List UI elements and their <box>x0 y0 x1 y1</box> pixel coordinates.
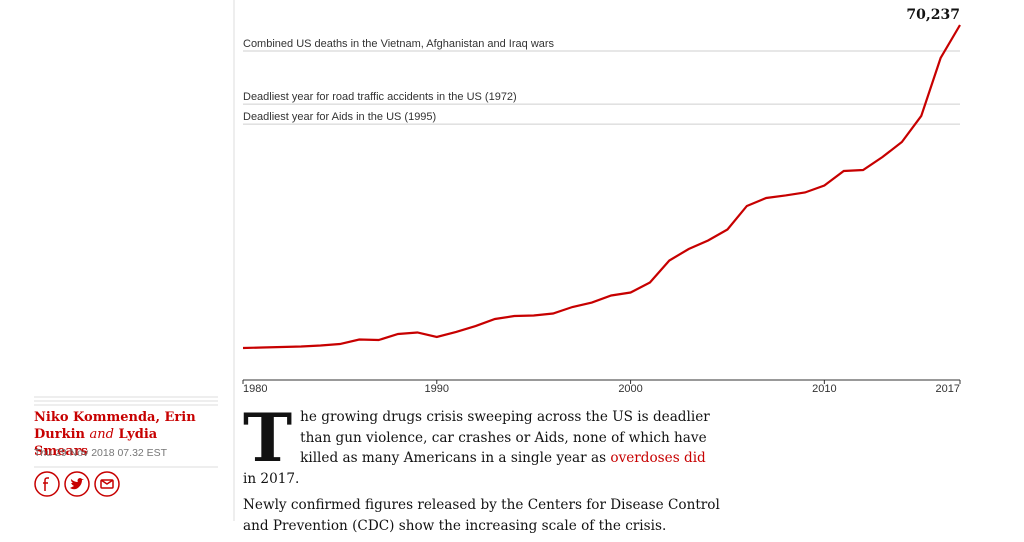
page: Combined US deaths in the Vietnam, Afgha… <box>34 0 961 534</box>
reference-label: Deadliest year for road traffic accident… <box>243 91 517 103</box>
share-facebook[interactable] <box>34 471 60 497</box>
byline: Niko Kommenda, Erin Durkin and Lydia Sme… <box>34 409 214 460</box>
reference-label: Deadliest year for Aids in the US (1995) <box>243 111 436 123</box>
paragraph: Newly confirmed figures released by the … <box>243 495 721 536</box>
author[interactable]: Lydia Smears <box>34 427 158 459</box>
share-twitter[interactable] <box>64 471 90 497</box>
share-email[interactable] <box>94 471 120 497</box>
data-line <box>242 24 961 350</box>
reference-label: Combined US deaths in the Vietnam, Afgha… <box>243 38 555 50</box>
text: he growing drugs crisis sweeping across … <box>300 409 710 466</box>
facebook-glyph <box>43 477 49 491</box>
value-label: 70,237 <box>906 7 960 23</box>
x-tick-label: 2010 <box>812 383 836 395</box>
email-glyph <box>100 479 114 489</box>
email-glyph <box>100 479 114 485</box>
chart: Combined US deaths in the Vietnam, Afgha… <box>34 0 961 521</box>
author[interactable]: Niko Kommenda, Erin Durkin <box>34 410 196 442</box>
text: Newly confirmed figures released by the … <box>243 497 720 534</box>
twitter-glyph <box>70 478 84 490</box>
drop-cap: T <box>243 399 293 477</box>
text: in 2017. <box>243 470 300 487</box>
conjunction: and <box>89 427 114 442</box>
x-tick-label: 2017 <box>936 383 960 395</box>
x-tick-label: 1980 <box>243 383 267 395</box>
share-icons <box>34 471 120 497</box>
x-tick-label: 1990 <box>425 383 449 395</box>
date: Thu 29 Nov 2018 07.32 EST <box>34 447 168 459</box>
x-tick-label: 2000 <box>618 383 642 395</box>
link[interactable]: overdoses did <box>610 450 706 466</box>
